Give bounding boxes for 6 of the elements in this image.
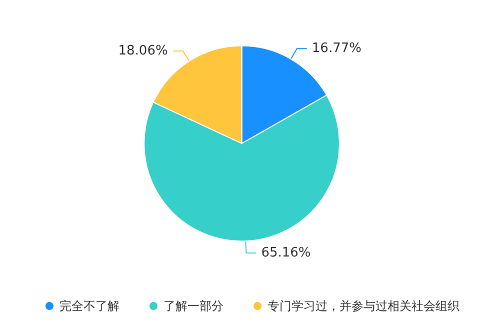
- data-label: 18.06%: [118, 43, 168, 58]
- legend-label: 专门学习过，并参与过相关社会组织: [268, 299, 460, 313]
- legend-label: 了解一部分: [164, 299, 224, 313]
- data-label: 65.16%: [261, 246, 311, 261]
- legend-label: 完全不了解: [60, 299, 120, 313]
- data-label: 16.77%: [312, 41, 362, 56]
